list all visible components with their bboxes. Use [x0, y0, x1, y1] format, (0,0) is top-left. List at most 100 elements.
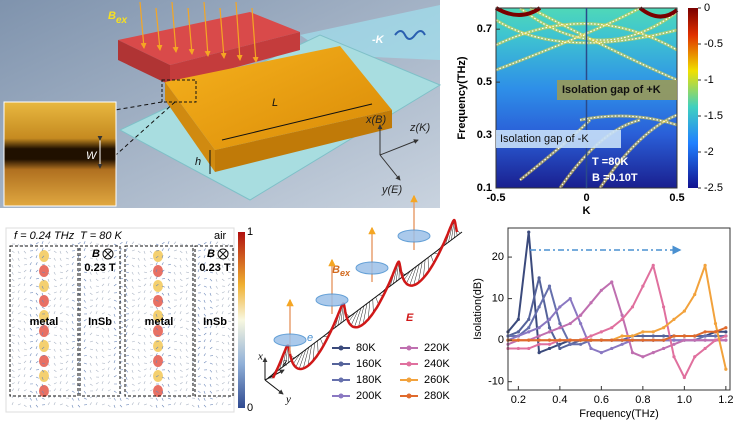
data-point — [547, 330, 552, 334]
field-vector — [77, 390, 80, 394]
field-vector — [65, 360, 69, 364]
field-vector — [89, 264, 93, 268]
field-vector — [29, 313, 32, 317]
field-vector — [35, 306, 38, 310]
field-vector — [59, 304, 62, 308]
field-vector — [23, 348, 27, 351]
field-vector — [11, 348, 14, 352]
field-vector — [185, 368, 189, 371]
field-vector — [83, 325, 86, 329]
field-vector — [101, 257, 104, 261]
temperature-label: T = 80 K — [80, 230, 123, 242]
field-vector — [155, 262, 158, 266]
field-vector — [89, 348, 93, 351]
field-vector — [65, 298, 69, 301]
field-vector — [77, 285, 81, 288]
field-vector — [119, 332, 123, 336]
width-label: W — [86, 150, 98, 162]
field-vector — [143, 348, 146, 352]
field-vector — [29, 334, 33, 337]
data-point — [662, 338, 666, 342]
field-vector — [161, 346, 164, 350]
field-vector — [53, 304, 56, 308]
field-hatch — [403, 270, 411, 281]
field-vector — [71, 375, 75, 378]
field-vector — [227, 257, 230, 261]
field-vector — [83, 278, 87, 282]
device-illustration: Bex -K L W h x(B) z(K) y(E) — [0, 0, 442, 208]
field-arrow — [139, 1, 147, 49]
field-vector — [227, 403, 231, 406]
field-vector — [155, 397, 158, 401]
field-vector — [71, 397, 74, 401]
field-vector — [65, 276, 68, 280]
legend-label: 80K — [356, 342, 376, 354]
data-point — [537, 326, 541, 330]
field-vector — [41, 278, 45, 282]
field-vector — [167, 404, 172, 406]
field-vector — [155, 375, 159, 378]
field-vector — [101, 271, 105, 274]
colorbar-tick-label: -1 — [704, 74, 714, 86]
field-vector — [119, 313, 123, 317]
field-vector — [59, 381, 62, 385]
field-vector — [47, 264, 51, 268]
field-vector — [161, 313, 165, 317]
field-vector — [173, 402, 176, 406]
field-vector — [35, 242, 39, 245]
field-hotspot — [153, 325, 163, 337]
data-point — [610, 346, 614, 351]
data-point — [516, 317, 520, 321]
field-vector — [137, 278, 141, 282]
field-vector — [203, 248, 206, 252]
field-vector — [131, 355, 135, 359]
field-vector — [47, 362, 50, 366]
field-vector — [113, 262, 116, 266]
axis-z-arrow — [379, 139, 419, 156]
field-vector — [173, 285, 176, 289]
field-vector — [41, 390, 45, 394]
field-vector — [155, 299, 159, 302]
field-hatch — [340, 303, 344, 324]
field-symbol: B — [332, 264, 340, 276]
field-vector — [167, 255, 171, 259]
axis-y-arrow — [379, 154, 401, 181]
field-vector — [35, 292, 39, 296]
field-arrow — [219, 7, 227, 59]
field-vector — [101, 341, 104, 345]
field-vector — [209, 306, 213, 309]
field-vector — [113, 390, 117, 393]
field-vector — [143, 312, 147, 315]
legend-label: 180K — [356, 374, 382, 386]
field-vector — [215, 340, 219, 343]
field-vector — [29, 360, 32, 364]
field-vector — [173, 395, 177, 399]
field-vector — [107, 327, 110, 331]
field-hotspot — [153, 385, 163, 397]
field-vector — [155, 327, 159, 331]
colorbar-tick-label: -1.5 — [704, 110, 723, 122]
field-hatch — [350, 310, 359, 326]
field-vector — [227, 250, 230, 254]
field-vector — [53, 257, 56, 261]
field-vector — [83, 362, 87, 365]
data-point — [713, 338, 718, 342]
field-vector — [131, 396, 135, 399]
field-vector — [107, 404, 111, 408]
field-vector — [65, 348, 69, 351]
field-vector — [203, 390, 206, 394]
field-vector — [161, 306, 164, 310]
field-vector — [101, 381, 104, 385]
field-vector — [173, 332, 177, 336]
field-vector — [227, 243, 230, 247]
data-point — [620, 342, 624, 346]
field-pattern — [11, 241, 232, 408]
annotation-box — [557, 80, 677, 100]
field-vector — [209, 278, 213, 282]
field-vector — [17, 277, 21, 280]
field-vector — [41, 332, 44, 336]
field-vector — [125, 319, 129, 322]
field-vector — [221, 369, 225, 372]
field-vector — [161, 292, 165, 296]
field-vector — [35, 262, 38, 266]
